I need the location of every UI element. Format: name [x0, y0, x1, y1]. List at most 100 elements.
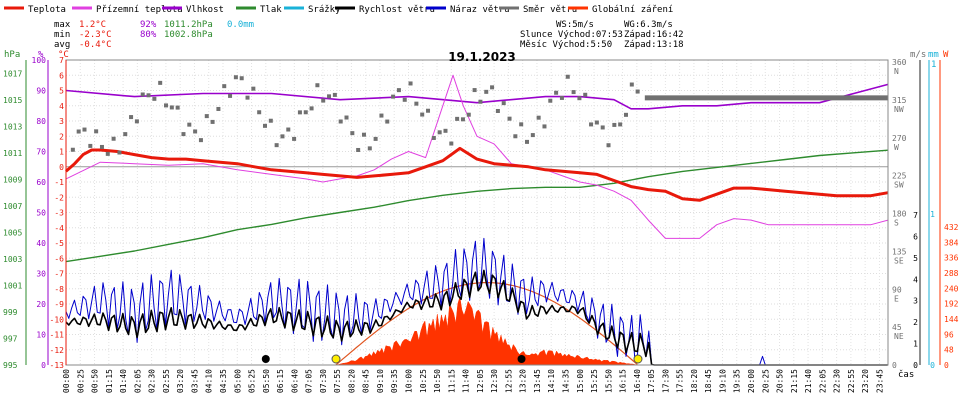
direction-dot	[507, 116, 512, 121]
tick-pressure: 1003	[3, 255, 22, 264]
x-tick-label: 19:35	[733, 369, 742, 393]
x-tick-label: 21:40	[804, 369, 813, 393]
tick-wind: 0	[913, 361, 918, 370]
x-tick-label: 16:40	[633, 369, 642, 393]
x-tick-label: 07:30	[319, 369, 328, 393]
tick-direction-name: SW	[894, 181, 904, 190]
humidity-line	[65, 83, 889, 110]
direction-dot	[490, 85, 495, 90]
x-tick-label: 02:05	[133, 369, 142, 393]
x-tick-label: 03:20	[176, 369, 185, 393]
direction-dot	[105, 151, 110, 156]
direction-dot	[228, 93, 233, 98]
tick-humidity: 30	[36, 270, 46, 279]
direction-dot	[484, 89, 489, 94]
x-tick-label: 07:05	[305, 369, 314, 393]
x-tick-label: 20:50	[776, 369, 785, 393]
tick-direction: 0	[892, 361, 897, 370]
direction-dot	[466, 112, 471, 117]
direction-dot	[472, 88, 477, 93]
tick-radiation: 48	[944, 346, 954, 355]
direction-dot	[460, 117, 465, 122]
x-tick-label: 18:45	[704, 369, 713, 393]
x-tick-label: 19:10	[719, 369, 728, 393]
x-tick-label: 12:05	[476, 369, 485, 393]
tick-humidity: 40	[36, 239, 46, 248]
radiation-area	[336, 296, 639, 366]
tick-wind: 6	[913, 232, 918, 241]
x-tick-label: 20:25	[761, 369, 770, 393]
direction-dot	[420, 112, 425, 117]
direction-dot	[542, 124, 547, 129]
tick-direction-name: N	[894, 67, 899, 76]
x-tick-label: 11:15	[447, 369, 456, 393]
x-tick-label: 14:35	[562, 369, 571, 393]
tick-wind: 5	[913, 254, 918, 263]
direction-dot	[356, 147, 361, 152]
tick-humidity: 80	[36, 117, 46, 126]
series-vlhkost	[65, 83, 889, 110]
x-tick-label: 17:30	[661, 369, 670, 393]
direction-dot	[367, 146, 372, 151]
direction-dot	[385, 119, 390, 124]
tick-direction: 360	[892, 58, 907, 67]
x-tick-label: 22:55	[847, 369, 856, 393]
legend-label: Srážky	[308, 5, 341, 15]
axis-unit-hpa: hPa	[4, 50, 20, 60]
tick-temperature: -2	[54, 193, 64, 202]
tick-wind: 3	[913, 297, 918, 306]
x-tick-label: 21:15	[790, 369, 799, 393]
direction-dot	[239, 76, 244, 81]
tick-temperature: -1	[54, 178, 64, 187]
series-teplota	[65, 146, 889, 202]
axis-unit-degc: °C	[58, 50, 69, 60]
tick-humidity: 70	[36, 148, 46, 157]
x-tick-label: 11:40	[462, 369, 471, 393]
x-tick-label: 13:20	[519, 369, 528, 393]
x-tick-label: 00:00	[62, 369, 71, 393]
sun-moon-events	[261, 354, 643, 364]
x-tick-label: 12:55	[504, 369, 513, 393]
x-tick-label: 08:20	[347, 369, 356, 393]
tick-temperature: -12	[50, 346, 65, 355]
legend-label: Směr větru	[523, 5, 577, 15]
tick-pressure: 1013	[3, 122, 22, 131]
series-smer-vetru	[70, 74, 888, 156]
direction-dot	[478, 99, 483, 104]
x-tick-label: 01:40	[119, 369, 128, 393]
tick-temperature: 0	[59, 163, 64, 172]
tick-humidity: 60	[36, 178, 46, 187]
tick-pressure: 1001	[3, 281, 22, 290]
direction-dot	[210, 119, 215, 124]
stat-ws: WS:5m/s	[556, 20, 594, 30]
direction-dot	[268, 118, 273, 123]
direction-dot	[408, 81, 413, 86]
direction-dot	[222, 84, 227, 89]
direction-dot	[338, 119, 343, 124]
tick-direction-name: SE	[894, 256, 904, 265]
x-tick-label: 18:20	[690, 369, 699, 393]
tick-radiation: 240	[944, 284, 959, 293]
direction-dot	[70, 147, 75, 152]
stats-block: max 1.2°C 92% 1011.2hPa 0.0mm min -2.3°C…	[54, 20, 684, 50]
tick-pressure: 997	[3, 334, 18, 343]
x-tick-label: 15:25	[590, 369, 599, 393]
direction-dot	[373, 136, 378, 141]
legend-label: Vlhkost	[186, 5, 224, 15]
direction-dot	[164, 103, 169, 108]
x-axis-ticks: 00:00 00:25 00:50 01:15 01:40 02:05 02:30 02:55…	[62, 369, 884, 393]
direction-dot	[635, 89, 640, 94]
tick-pressure: 1015	[3, 96, 22, 105]
stat-avg-label: avg	[54, 40, 70, 50]
series-tlak	[65, 149, 889, 263]
direction-dot	[129, 115, 134, 120]
direction-dot	[536, 115, 541, 120]
x-tick-label: 06:15	[276, 369, 285, 393]
x-tick-label: 14:10	[547, 369, 556, 393]
direction-dot	[571, 90, 576, 95]
direction-dot	[391, 94, 396, 99]
direction-dot	[548, 98, 553, 103]
stat-min-label: min	[54, 30, 70, 40]
direction-dot	[332, 92, 337, 97]
x-tick-label: 04:10	[205, 369, 214, 393]
